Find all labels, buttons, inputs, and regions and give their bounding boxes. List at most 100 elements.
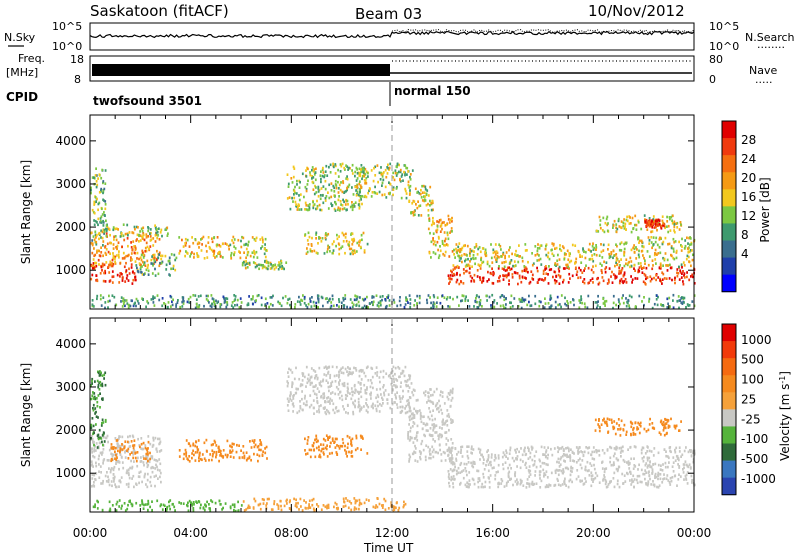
data-cell [138,240,140,243]
data-cell [335,186,338,190]
data-cell [131,231,134,234]
data-cell [406,410,409,414]
data-cell [458,282,461,286]
data-cell [306,381,309,385]
data-cell [683,478,685,481]
data-cell [334,392,337,396]
data-cell [370,391,372,395]
data-cell [599,219,602,222]
data-cell [593,457,596,461]
data-cell [139,239,142,242]
data-cell [100,304,103,307]
data-cell [421,184,423,188]
data-cell [648,255,651,258]
data-cell [324,197,327,200]
data-cell [302,372,305,376]
data-cell [127,435,129,439]
data-cell [215,455,217,459]
data-cell [616,479,619,483]
data-cell [372,300,375,304]
data-cell [438,433,441,436]
data-cell [412,441,415,444]
data-cell [413,213,416,216]
data-cell [112,243,115,246]
data-cell [309,383,312,386]
data-cell [598,454,601,457]
data-cell [623,218,625,221]
data-cell [145,483,147,486]
data-cell [453,253,455,256]
data-cell [90,425,93,428]
colorbar-segment [722,257,736,276]
data-cell [311,168,313,172]
data-cell [588,242,591,246]
data-cell [324,406,326,409]
data-cell [534,470,537,473]
data-cell [371,296,374,299]
data-cell [346,305,348,309]
data-cell [145,461,148,465]
data-cell [447,448,450,452]
data-cell [561,245,564,248]
data-cell [579,479,582,482]
data-cell [427,395,430,398]
data-cell [552,275,554,279]
data-cell [179,305,182,309]
data-cell [431,434,434,437]
data-cell [135,304,137,308]
data-cell [497,470,499,474]
data-cell [562,452,565,456]
colorbar-segment [722,138,736,156]
data-cell [637,270,639,274]
data-cell [445,297,448,301]
data-cell [479,448,482,452]
data-cell [467,482,470,486]
data-cell [647,446,649,449]
data-cell [386,402,389,405]
freq-label-line1: Freq. [18,52,45,65]
data-cell [682,280,684,283]
data-cell [392,193,394,197]
data-cell [376,192,379,195]
data-cell [587,266,590,270]
data-cell [450,438,453,441]
data-cell [600,250,603,254]
data-cell [577,250,580,254]
data-cell [375,388,378,391]
data-cell [436,228,439,231]
data-cell [434,440,436,443]
data-cell [628,467,631,470]
data-cell [591,254,593,257]
data-cell [137,437,139,441]
data-cell [226,303,229,307]
data-cell [249,440,251,443]
data-cell [426,401,428,404]
data-cell [508,266,511,269]
data-cell [633,485,635,489]
data-cell [192,449,194,453]
data-cell [497,485,500,489]
data-cell [662,272,665,276]
data-cell [385,372,388,375]
data-cell [647,263,650,267]
data-cell [329,385,331,388]
data-cell [210,443,213,447]
data-cell [140,456,142,459]
data-cell [424,390,427,393]
data-cell [619,271,622,275]
data-cell [556,263,559,266]
data-cell [105,224,108,227]
data-cell [394,393,397,396]
data-cell [109,252,111,255]
data-cell [547,302,550,305]
data-cell [393,301,396,304]
data-cell [211,302,213,306]
data-cell [657,451,660,455]
data-cell [493,272,495,275]
data-cell [539,486,542,489]
data-cell [508,255,510,258]
data-cell [581,301,583,305]
data-cell [487,270,489,274]
data-cell [652,243,655,246]
data-cell [231,301,234,304]
